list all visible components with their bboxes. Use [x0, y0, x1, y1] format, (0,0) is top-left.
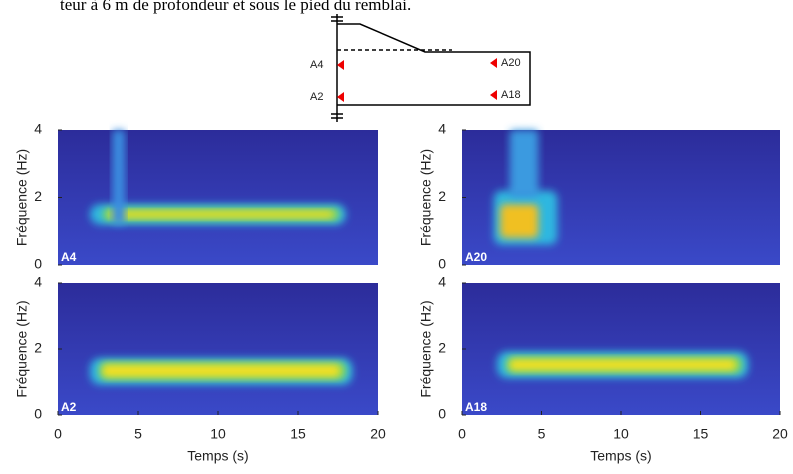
x-axis-label: Temps (s)	[590, 448, 651, 464]
y-tick-label: 0	[34, 256, 42, 272]
x-tick-label: 5	[538, 426, 546, 442]
y-tick-label: 0	[438, 406, 446, 422]
y-axis-label: Fréquence (Hz)	[418, 149, 434, 246]
x-tick-label: 10	[613, 426, 629, 442]
x-tick-label: 15	[693, 426, 709, 442]
y-tick-label: 2	[34, 340, 42, 356]
y-tick-label: 0	[438, 256, 446, 272]
spectrogram	[58, 130, 378, 265]
panel-label: A2	[61, 400, 77, 414]
spectrogram-energy	[109, 211, 334, 218]
site-diagram	[331, 14, 531, 122]
y-axis-label: Fréquence (Hz)	[14, 149, 30, 246]
x-tick-label: 10	[210, 426, 226, 442]
x-tick-label: 20	[370, 426, 386, 442]
spectrogram	[58, 283, 378, 415]
x-tick-label: 20	[772, 426, 788, 442]
spectrogram-energy	[509, 359, 736, 371]
sensor-label: A20	[501, 57, 521, 69]
y-tick-label: 2	[438, 188, 446, 204]
caption: teur à 6 m de profondeur et sous le pied…	[60, 0, 411, 14]
panel-label: A4	[61, 250, 77, 264]
spectrogram-energy	[500, 204, 539, 238]
panel-label: A18	[465, 400, 487, 414]
spectrogram-energy	[509, 130, 539, 198]
y-tick-label: 2	[438, 340, 446, 356]
x-tick-label: 0	[458, 426, 466, 442]
sensor-label: A4	[310, 59, 323, 71]
y-tick-label: 4	[438, 274, 446, 290]
y-tick-label: 2	[34, 188, 42, 204]
x-axis-label: Temps (s)	[187, 448, 248, 464]
y-tick-label: 4	[34, 274, 42, 290]
y-tick-label: 4	[34, 121, 42, 137]
panel-label: A20	[465, 250, 487, 264]
spectrogram	[462, 283, 780, 415]
x-tick-label: 5	[134, 426, 142, 442]
x-tick-label: 15	[290, 426, 306, 442]
x-tick-label: 0	[54, 426, 62, 442]
sensor-label: A18	[501, 89, 521, 101]
y-axis-label: Fréquence (Hz)	[418, 300, 434, 397]
y-axis-label: Fréquence (Hz)	[14, 300, 30, 397]
spectrogram-energy	[102, 364, 340, 377]
y-tick-label: 0	[34, 406, 42, 422]
y-tick-label: 4	[438, 121, 446, 137]
spectrogram-energy	[112, 130, 126, 225]
sensor-label: A2	[310, 91, 323, 103]
